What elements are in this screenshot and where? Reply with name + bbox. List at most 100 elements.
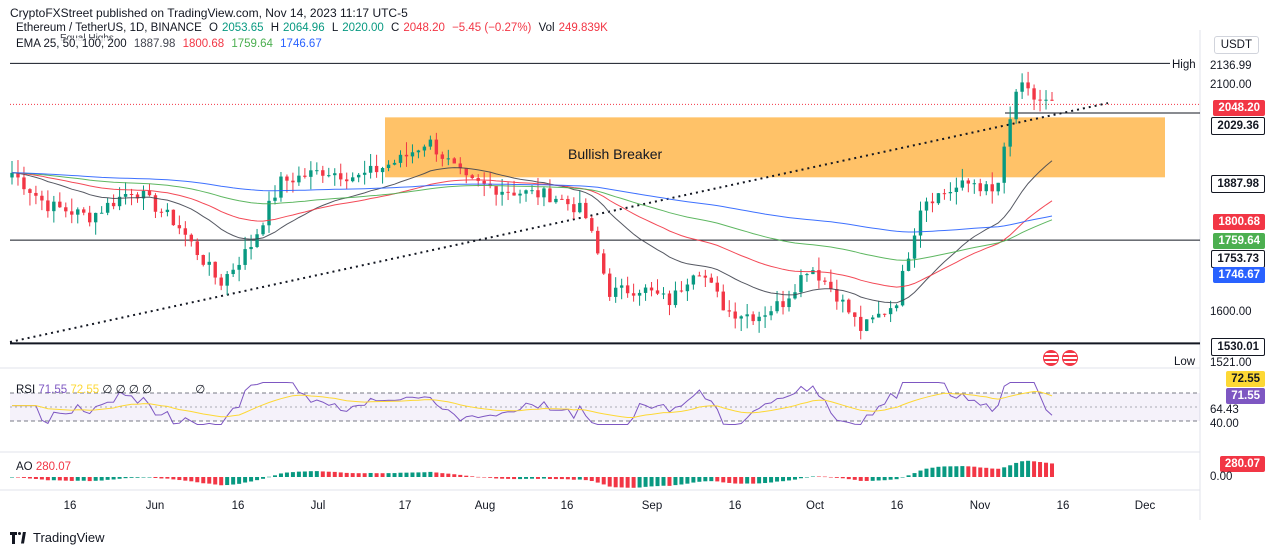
ao-bar (207, 477, 212, 484)
candle-body (799, 275, 803, 293)
ema100-value: 1759.64 (231, 38, 273, 50)
ao-bar (888, 477, 893, 480)
ao-bar (10, 477, 14, 478)
candle-body (619, 285, 624, 288)
ao-legend[interactable]: AO 280.07 (16, 461, 71, 473)
symbol-title: Ethereum / TetherUS, 1D, BINANCE (16, 22, 202, 34)
candle-body (745, 314, 749, 317)
candle-body (673, 290, 678, 306)
candle-body (177, 225, 182, 229)
ao-bar (386, 473, 391, 477)
ao-bar (362, 473, 367, 477)
candle-body (219, 277, 223, 286)
ao-bar (1002, 467, 1007, 477)
bullish-breaker-label: Bullish Breaker (568, 146, 663, 162)
candle-body (147, 190, 152, 196)
ao-bar (476, 476, 481, 478)
candle-body (416, 150, 421, 153)
ao-bar (787, 477, 792, 481)
candle-body (207, 261, 211, 265)
event-flag-icon[interactable] (1062, 350, 1078, 366)
ao-bar (458, 474, 463, 477)
ao-bar (547, 477, 552, 480)
rsi-empty-4: ∅ (142, 384, 153, 396)
candle-body (691, 275, 696, 285)
candle-body (231, 269, 235, 275)
candle-body (727, 310, 731, 312)
rsi-legend[interactable]: RSI 71.55 72.55 ∅ ∅ ∅ ∅ ∅ (16, 382, 205, 396)
candle-body (829, 281, 833, 290)
ao-bar (63, 477, 68, 481)
ao-bar (500, 477, 505, 479)
rsi-tick-40: 40.00 (1210, 418, 1239, 430)
ao-bar (117, 477, 122, 479)
ao-bar (691, 477, 696, 483)
candle-body (285, 176, 289, 181)
rsi-ma-tag: 72.55 (1226, 371, 1265, 387)
ema50-value: 1800.68 (182, 38, 225, 50)
candle-body (88, 212, 92, 223)
candle-body (805, 274, 809, 276)
ao-bar (978, 467, 983, 477)
rsi-line (12, 382, 1053, 426)
close-label: C (391, 22, 400, 34)
candle-body (835, 289, 839, 302)
ao-bar (733, 477, 738, 484)
candle-body (894, 305, 899, 309)
ao-bar (595, 477, 600, 483)
candle-body (356, 174, 361, 178)
symbol-legend[interactable]: Ethereum / TetherUS, 1D, BINANCE O 2053.6… (16, 22, 612, 34)
candle-body (888, 308, 893, 315)
candle-body (823, 280, 827, 282)
ao-bar (751, 477, 756, 484)
ao-bar (404, 472, 409, 477)
candle-body (368, 165, 373, 173)
ao-label: AO (16, 461, 33, 473)
rsi-tick-64: 64.43 (1210, 404, 1239, 416)
ao-bar (870, 477, 875, 481)
ao-bar (506, 477, 511, 479)
time-axis-label: Jul (310, 500, 326, 512)
low-label: L (331, 22, 339, 34)
candle-body (64, 207, 68, 212)
ema-legend[interactable]: EMA 25, 50, 100, 200 1887.98 1800.68 175… (16, 38, 326, 50)
brand-name: TradingView (33, 530, 105, 545)
candle-body (643, 287, 648, 293)
currency-button[interactable]: USDT (1213, 36, 1259, 54)
rsi-value-tag: 71.55 (1226, 388, 1265, 404)
ao-bar (75, 477, 80, 481)
ao-bar (524, 477, 529, 479)
candle-body (649, 287, 654, 291)
ao-bar (392, 473, 397, 477)
ao-bar (320, 471, 325, 477)
candle-body (811, 270, 815, 275)
ao-bar (111, 477, 116, 480)
ao-bar (302, 471, 307, 477)
ao-bar (673, 477, 678, 486)
event-flag-icon[interactable] (1043, 350, 1059, 366)
low-value: 2020.00 (342, 22, 384, 34)
candle-body (428, 139, 433, 147)
time-axis-label: 16 (890, 500, 904, 512)
rsi-empty-3: ∅ (128, 384, 139, 396)
ao-bar (410, 472, 415, 477)
ao-bar (105, 477, 110, 480)
candle-body (1008, 119, 1012, 147)
ao-bar (428, 471, 433, 477)
candle-body (793, 292, 797, 299)
ao-bar (326, 471, 331, 477)
candle-body (841, 299, 845, 302)
candle-body (123, 193, 128, 197)
candle-body (1014, 91, 1018, 120)
bottom-level-tag: 1530.01 (1211, 338, 1265, 356)
candle-body (781, 301, 785, 308)
ao-bar (541, 477, 546, 479)
candle-body (380, 167, 385, 173)
ao-bar (936, 466, 941, 477)
candle-body (500, 191, 504, 195)
tradingview-logo[interactable]: TradingView (10, 530, 105, 545)
open-value: 2053.65 (221, 22, 264, 34)
ao-bar (996, 468, 1001, 477)
candle-body (16, 172, 20, 178)
